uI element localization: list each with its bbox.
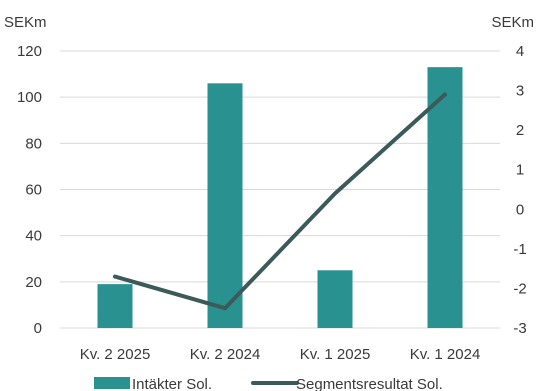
left-axis-unit: SEKm [4,14,47,31]
right-axis-unit: SEKm [491,14,534,31]
right-tick-label: -2 [513,280,526,297]
legend-label-bar: Intäkter Sol. [132,376,212,391]
left-tick-label: 120 [17,43,42,60]
left-tick-label: 20 [25,274,42,291]
right-axis-ticks: -3 -2 -1 0 1 2 3 4 [513,43,526,337]
right-tick-label: 3 [516,83,524,100]
right-tick-label: 4 [516,43,524,60]
left-tick-label: 100 [17,89,42,106]
left-axis-ticks: 0 20 40 60 80 100 120 [17,43,42,337]
bar [97,284,133,328]
right-tick-label: 0 [516,201,524,218]
legend-swatch-bar [94,377,130,389]
x-tick-label: Kv. 2 2025 [80,346,151,363]
left-tick-label: 0 [34,320,42,337]
x-tick-label: Kv. 1 2025 [300,346,371,363]
right-tick-label: -1 [513,241,526,258]
x-tick-label: Kv. 2 2024 [190,346,261,363]
legend-label-line: Segmentsresultat Sol. [296,376,443,391]
bar [317,270,353,328]
right-tick-label: -3 [513,320,526,337]
legend: Intäkter Sol. Segmentsresultat Sol. [94,376,443,391]
left-tick-label: 80 [25,135,42,152]
line-series [113,92,447,311]
bar [207,83,243,328]
bar-series [97,67,463,329]
series-line [113,92,447,311]
bar [427,67,463,329]
right-tick-label: 1 [516,162,524,179]
left-tick-label: 40 [25,228,42,245]
left-tick-label: 60 [25,182,42,199]
right-tick-label: 2 [516,122,524,139]
x-axis-ticks: Kv. 2 2025 Kv. 2 2024 Kv. 1 2025 Kv. 1 2024 [80,346,481,363]
x-tick-label: Kv. 1 2024 [410,346,481,363]
